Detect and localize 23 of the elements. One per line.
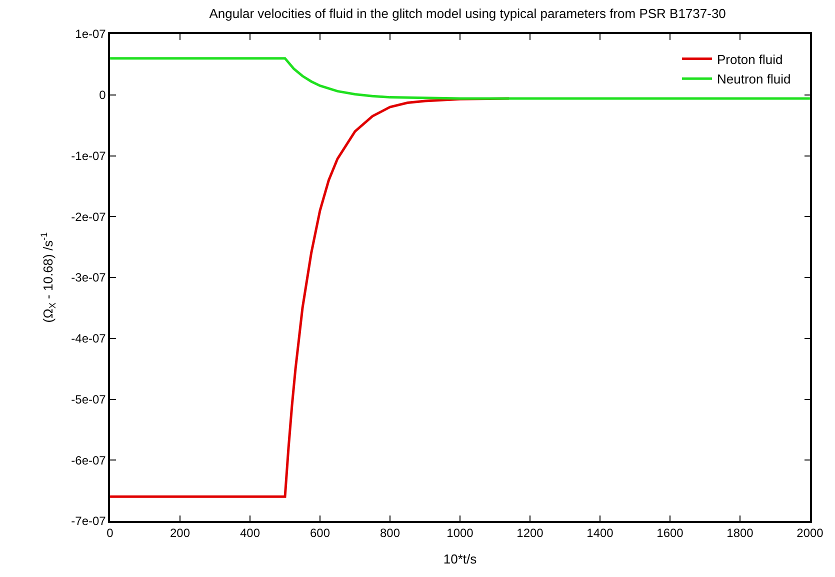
x-tick-label: 2000 (796, 526, 824, 540)
x-tick-label: 1600 (656, 526, 684, 540)
x-axis-title: 10*t/s (443, 551, 478, 566)
chart-title: Angular velocities of fluid in the glitch model using typical parameters from PSR B1737-30 (209, 6, 726, 21)
x-tick-label: 1800 (726, 526, 754, 540)
y-tick-label: -7e-07 (71, 514, 106, 528)
legend-label: Neutron fluid (717, 72, 791, 87)
y-tick-label: -5e-07 (71, 392, 106, 406)
x-tick-label: 1200 (516, 526, 544, 540)
x-tick-label: 1400 (586, 526, 614, 540)
legend-label: Proton fluid (717, 52, 783, 67)
y-tick-label: 0 (99, 88, 106, 102)
y-tick-label: -3e-07 (71, 270, 106, 285)
x-tick-label: 400 (240, 526, 260, 540)
y-tick-label: -6e-07 (71, 453, 106, 468)
y-tick-label: -1e-07 (71, 148, 106, 163)
y-tick-label: -2e-07 (71, 210, 106, 224)
x-tick-label: 800 (380, 526, 400, 540)
x-tick-label: 1000 (446, 526, 474, 540)
x-tick-label: 600 (310, 526, 330, 540)
y-tick-label: 1e-07 (75, 27, 106, 42)
x-tick-label: 200 (170, 526, 190, 540)
y-tick-label: -4e-07 (71, 332, 106, 346)
